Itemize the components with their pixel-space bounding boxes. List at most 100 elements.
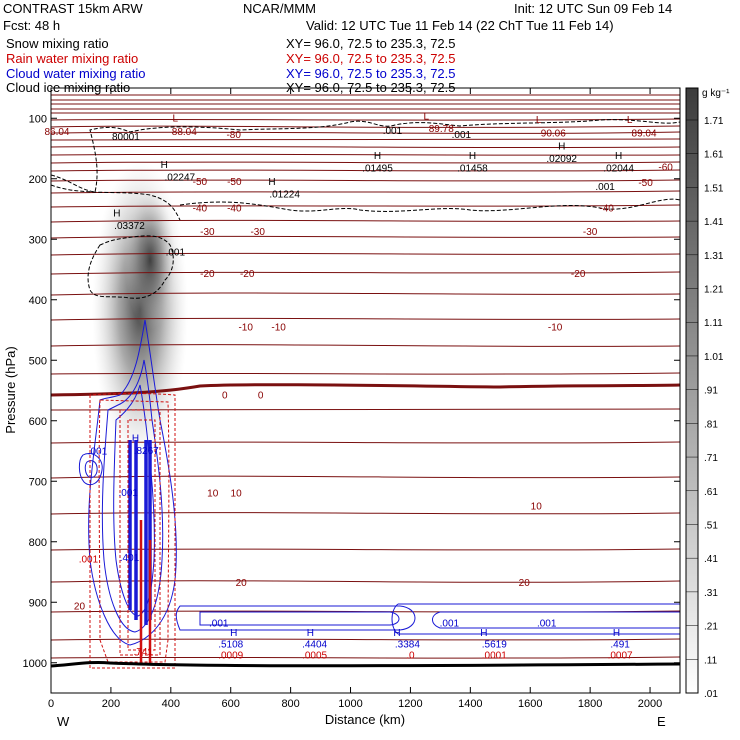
contour-label: H (615, 151, 622, 162)
contour-label: -10 (548, 323, 563, 334)
colorbar-label: 1.31 (704, 251, 724, 262)
contour-label: L (424, 111, 430, 122)
contour-label: .0007 (608, 651, 633, 662)
contour-label: .02247 (164, 173, 195, 184)
rain-water-core (139, 520, 152, 665)
contour-label: .01224 (269, 190, 300, 201)
contour-label: 89.78 (429, 124, 454, 135)
colorbar-label: 1.41 (704, 217, 724, 228)
contour-label: .3384 (395, 640, 420, 651)
plot-frame (50, 87, 681, 694)
colorbar-label: .11 (704, 655, 718, 666)
contour-label: H (393, 628, 400, 639)
contour-label: -30 (200, 227, 215, 238)
contour-label: 88.04 (172, 127, 197, 138)
contour-label: -50 (638, 178, 653, 189)
contour-label: H (558, 142, 565, 153)
x-tick-label: 600 (222, 698, 240, 710)
contour-label: H (230, 628, 237, 639)
contour-label: .0 (406, 651, 415, 662)
y-tick-label: 200 (29, 174, 47, 186)
contour-label: L (627, 115, 633, 126)
colorbar-label: 1.51 (704, 183, 724, 194)
contour-label: -40 (599, 203, 614, 214)
field-name-snow: Snow mixing ratio (6, 36, 109, 51)
contour-label: 0 (258, 390, 264, 401)
model-title: CONTRAST 15km ARW (3, 1, 143, 16)
x-tick-label: 1000 (338, 698, 362, 710)
contour-label: .401 (120, 553, 140, 564)
x-tick-label: 2000 (638, 698, 662, 710)
x-tick-label: 200 (102, 698, 120, 710)
contour-label: 0 (222, 390, 228, 401)
forecast-hour: Fcst: 48 h (3, 18, 61, 33)
contour-label: 80001 (112, 132, 140, 143)
init-time: Init: 12 UTC Sun 09 Feb 14 (514, 1, 673, 16)
colorbar-label: .81 (704, 419, 718, 430)
colorbar-label: 1.01 (704, 352, 724, 363)
contour-label: .5108 (218, 640, 243, 651)
zero-isotherm (51, 383, 680, 397)
contour-label: .4404 (302, 640, 327, 651)
contour-label: .491 (610, 640, 630, 651)
colorbar-label: .41 (704, 554, 718, 565)
contour-label: .02044 (603, 163, 634, 174)
y-tick-label: 800 (29, 537, 47, 549)
contour-label: 20 (74, 602, 86, 613)
contour-label: .001 (166, 248, 186, 259)
x-tick-label: 1800 (578, 698, 602, 710)
contour-label: H (161, 160, 168, 171)
y-tick-label: 400 (29, 295, 47, 307)
contour-label: H (469, 151, 476, 162)
contour-label: -10 (271, 323, 286, 334)
contour-label: 90.06 (541, 128, 566, 139)
cloud-ice-contours (51, 119, 680, 299)
y-tick-label: 1000 (23, 658, 47, 670)
x-tick-label: 1400 (458, 698, 482, 710)
y-tick-label: 500 (29, 355, 47, 367)
contour-label: 89.04 (632, 128, 657, 139)
x-axis-title: Distance (km) (325, 712, 405, 727)
contour-label: L (173, 113, 179, 124)
x-tick-label: 0 (48, 698, 54, 710)
contour-label: .001 (383, 126, 403, 137)
colorbar-label: .31 (704, 588, 718, 599)
contour-label: H (613, 628, 620, 639)
contour-label: 10 (531, 502, 543, 513)
contour-label: .01458 (457, 163, 488, 174)
colorbar-label: 1.61 (704, 150, 724, 161)
contour-label: 10 (231, 488, 243, 499)
y-tick-label: 700 (29, 476, 47, 488)
colorbar-label: 1.71 (704, 116, 724, 127)
y-tick-label: 300 (29, 234, 47, 246)
contour-label: 20 (519, 578, 531, 589)
rain-water-contours (89, 393, 176, 669)
contour-label: 20 (236, 578, 248, 589)
field-xy-rain: XY= 96.0, 72.5 to 235.3, 72.5 (286, 51, 456, 66)
colorbar-label: .21 (704, 622, 718, 633)
colorbar-unit: g kg⁻¹ (702, 88, 730, 99)
colorbar-label: .51 (704, 520, 718, 531)
contour-label: H (268, 177, 275, 188)
field-name-cloud-water: Cloud water mixing ratio (6, 66, 146, 81)
east-label: E (657, 714, 666, 729)
x-axis-ticks: 0 200 400 600 800 1000 1200 1400 1600 1800 2000 (48, 88, 662, 710)
contour-label: H (113, 208, 120, 219)
contour-label: -50 (227, 177, 242, 188)
contour-label: .001 (537, 618, 557, 629)
contour-label: .8267 (134, 446, 159, 457)
colorbar (685, 87, 699, 694)
contour-label: .02092 (546, 154, 577, 165)
y-tick-label: 100 (29, 113, 47, 125)
contour-label: -40 (227, 203, 242, 214)
field-xy-cloud-water: XY= 96.0, 72.5 to 235.3, 72.5 (286, 66, 456, 81)
contour-label: -50 (193, 177, 208, 188)
contour-label: -80 (226, 130, 241, 141)
contour-label: H (307, 628, 314, 639)
field-name-rain: Rain water mixing ratio (6, 51, 139, 66)
west-label: W (57, 714, 70, 729)
x-tick-label: 800 (281, 698, 299, 710)
